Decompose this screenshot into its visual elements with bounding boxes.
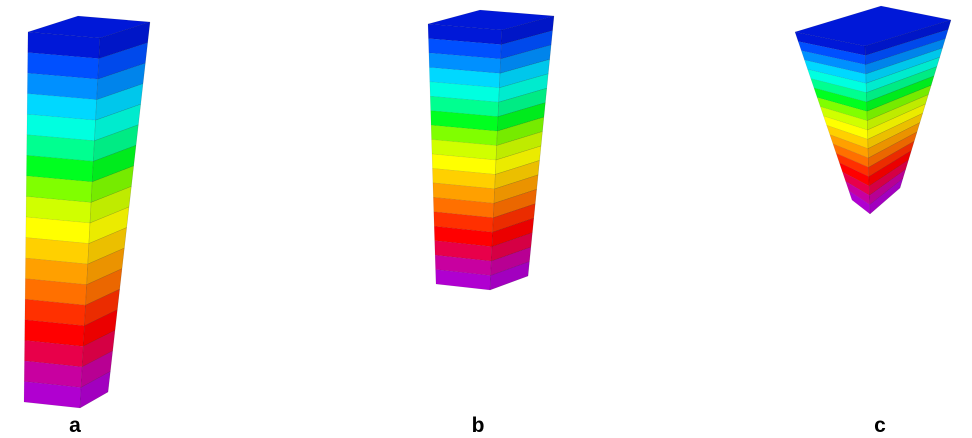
panel-label: c [874,414,886,437]
panel-label: a [69,414,81,437]
figure: a b c [0,0,972,438]
panel-label: b [472,414,485,437]
models [24,6,951,408]
